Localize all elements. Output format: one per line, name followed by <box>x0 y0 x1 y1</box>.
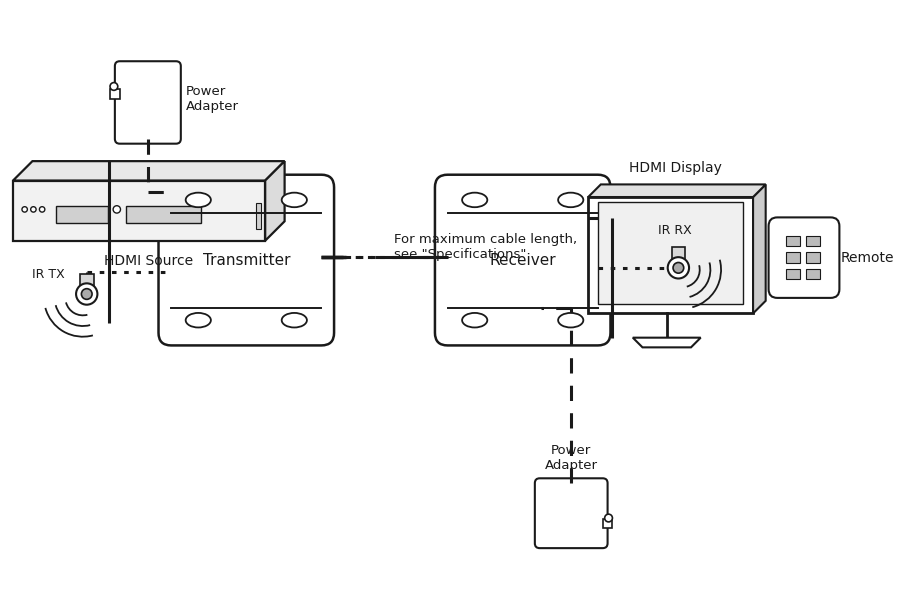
Bar <box>671 247 685 260</box>
Ellipse shape <box>31 207 36 212</box>
Ellipse shape <box>462 193 487 207</box>
Bar <box>125 206 202 223</box>
Ellipse shape <box>113 206 121 213</box>
Ellipse shape <box>282 193 307 207</box>
Text: For maximum cable length,
see "Specifications": For maximum cable length, see "Specifica… <box>394 233 577 261</box>
Text: Power
Adapter: Power Adapter <box>185 85 238 113</box>
FancyBboxPatch shape <box>535 478 608 548</box>
Polygon shape <box>633 337 701 348</box>
Ellipse shape <box>605 514 612 522</box>
Polygon shape <box>266 161 284 241</box>
Ellipse shape <box>558 313 583 327</box>
Ellipse shape <box>185 313 211 327</box>
Text: Power
Adapter: Power Adapter <box>544 444 598 472</box>
Ellipse shape <box>668 257 689 279</box>
Polygon shape <box>13 161 284 181</box>
Bar <box>786 252 799 263</box>
Polygon shape <box>589 184 766 197</box>
Bar <box>56 206 108 223</box>
Bar <box>806 269 820 279</box>
Ellipse shape <box>110 82 118 90</box>
Bar <box>786 269 799 279</box>
Bar <box>13 181 266 241</box>
Bar <box>80 274 94 286</box>
Bar <box>806 236 820 246</box>
Bar <box>589 197 753 313</box>
FancyBboxPatch shape <box>115 61 181 144</box>
Text: HDMI Source: HDMI Source <box>104 254 194 268</box>
Text: IR TX: IR TX <box>32 268 65 281</box>
Text: IR RX: IR RX <box>658 224 691 237</box>
Ellipse shape <box>40 207 45 212</box>
Text: Transmitter: Transmitter <box>202 253 290 267</box>
Bar <box>603 518 612 528</box>
Ellipse shape <box>22 207 27 212</box>
Polygon shape <box>753 184 766 313</box>
Bar <box>806 252 820 263</box>
Ellipse shape <box>558 193 583 207</box>
Bar <box>256 203 261 229</box>
Bar <box>598 202 743 304</box>
Text: Remote: Remote <box>841 251 894 264</box>
Ellipse shape <box>462 313 487 327</box>
Ellipse shape <box>282 313 307 327</box>
Ellipse shape <box>76 283 97 305</box>
Bar <box>786 236 799 246</box>
FancyBboxPatch shape <box>435 175 610 345</box>
Text: HDMI Display: HDMI Display <box>629 161 722 175</box>
Ellipse shape <box>185 193 211 207</box>
Ellipse shape <box>673 263 684 273</box>
Bar <box>110 89 120 99</box>
FancyBboxPatch shape <box>769 217 840 298</box>
Ellipse shape <box>81 289 92 299</box>
FancyBboxPatch shape <box>158 175 334 345</box>
Text: Receiver: Receiver <box>490 253 556 267</box>
